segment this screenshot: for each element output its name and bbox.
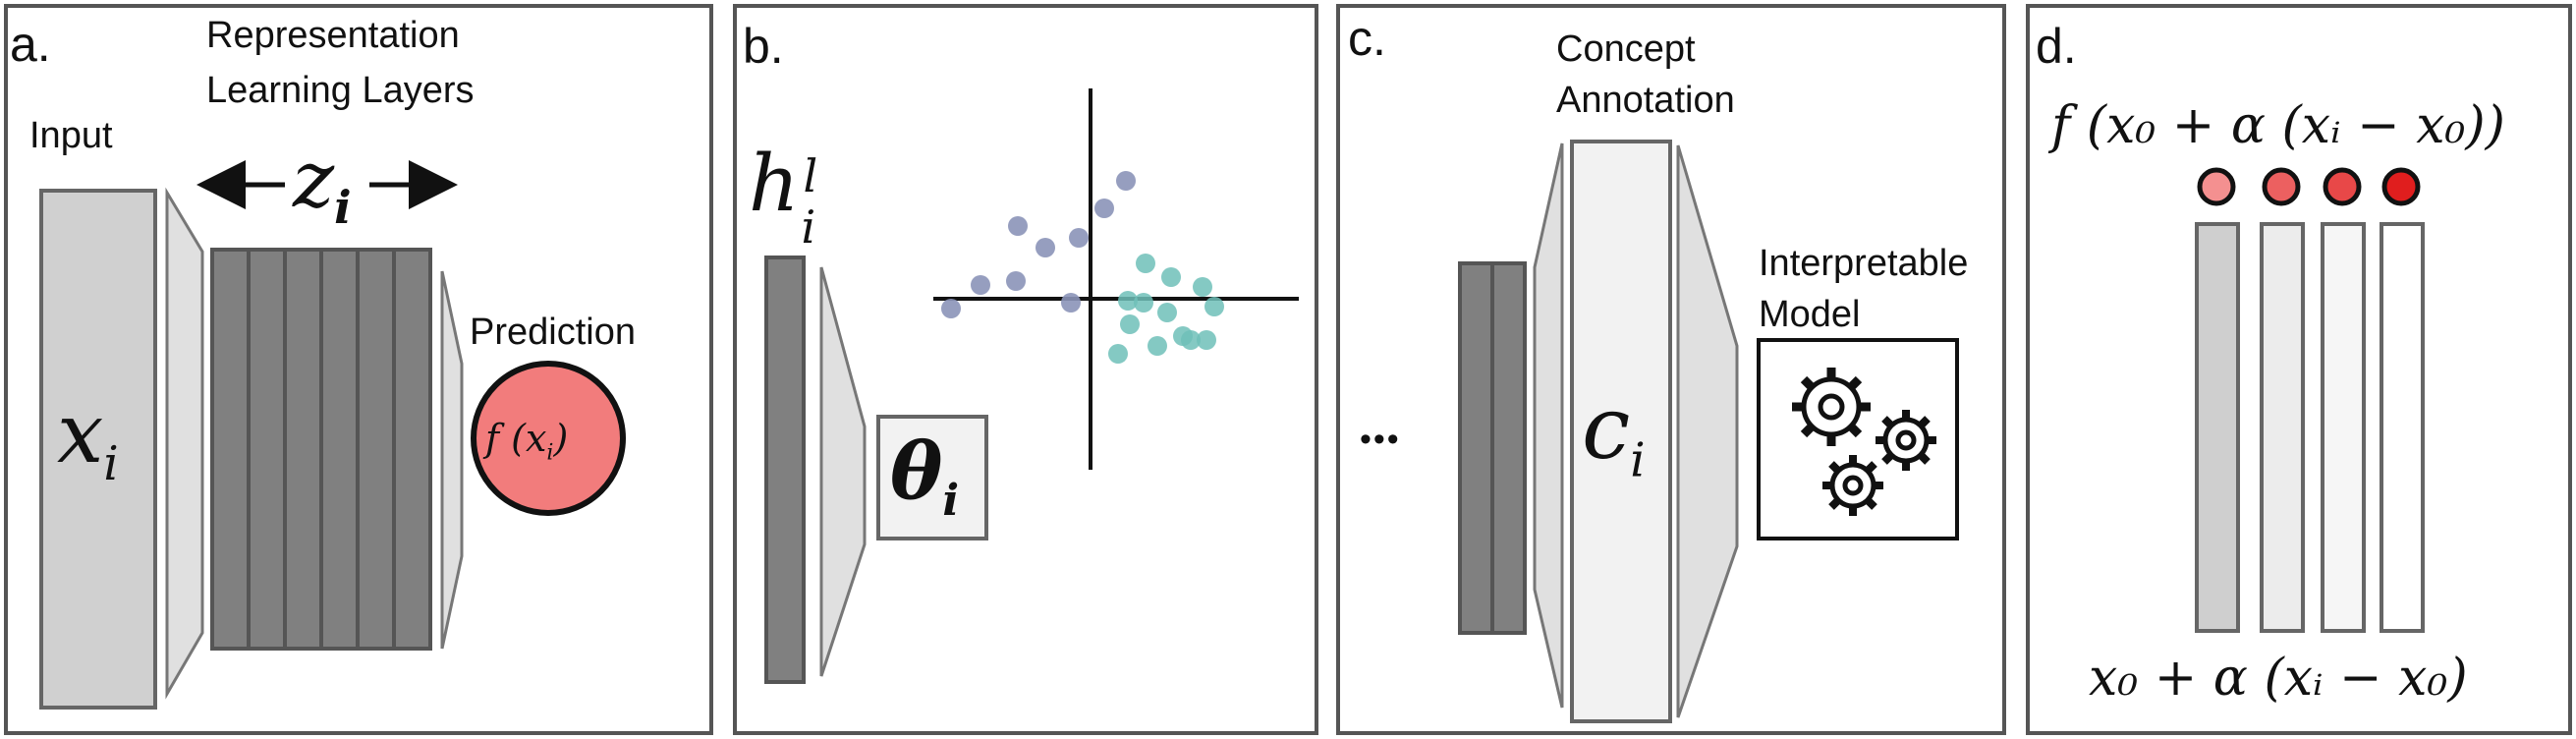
- hidden-layers-c: [1458, 261, 1527, 635]
- h-letter: h: [749, 138, 800, 229]
- prediction-f: f (x: [485, 417, 547, 460]
- representation-layers: [210, 248, 432, 651]
- z-subscript: i: [334, 181, 352, 234]
- hidden-layer-bar: [764, 256, 806, 684]
- output-dot-4: [2381, 167, 2421, 206]
- h-subscript: i: [801, 200, 816, 254]
- theta-box: [876, 415, 988, 540]
- output-trapezoid: [440, 270, 464, 650]
- prediction-circle: [471, 361, 626, 516]
- interpolation-bar-2: [2260, 222, 2305, 633]
- theta-letter: θ: [890, 425, 943, 517]
- interpretable-label-line1: Interpretable: [1759, 243, 1969, 284]
- interpolation-bar-4: [2380, 222, 2425, 633]
- bottom-formula: x₀ + α (xᵢ − x₀): [2089, 649, 2468, 708]
- prediction-sub: i: [546, 440, 554, 466]
- input-trapezoid: [165, 187, 204, 700]
- prediction-label: Prediction: [470, 312, 636, 353]
- input-label: Input: [29, 115, 113, 156]
- theta-trapezoid: [819, 266, 867, 677]
- output-dot-3: [2323, 167, 2362, 206]
- h-superscript: l: [803, 149, 818, 202]
- concept-out-trapezoid: [1676, 144, 1739, 718]
- x-letter: x: [57, 385, 104, 482]
- scatter-cluster-teal: [1108, 254, 1224, 364]
- output-dot-1: [2197, 167, 2236, 206]
- input-block: [39, 189, 157, 710]
- concept-label-line1: Concept: [1556, 28, 1696, 70]
- prediction-formula: f (xi): [485, 417, 568, 476]
- panel-c-letter: c.: [1348, 11, 1386, 66]
- panel-b-letter: b.: [743, 19, 784, 74]
- panel-d-letter: d.: [2036, 19, 2077, 74]
- layers-label-line2: Learning Layers: [206, 70, 475, 111]
- c-subscript: i: [1630, 432, 1646, 488]
- h-symbol: h l i: [749, 138, 829, 255]
- output-dot-2: [2262, 167, 2301, 206]
- gears-icon: [1792, 368, 1936, 516]
- interpretable-label-line2: Model: [1759, 294, 1861, 335]
- x-symbol: xi: [57, 389, 119, 508]
- panel-a-letter: a.: [10, 17, 51, 72]
- prediction-close: ): [553, 417, 569, 460]
- c-symbol: ci: [1582, 381, 1646, 508]
- layers-label-line1: Representation: [206, 15, 460, 56]
- theta-symbol: θi: [890, 426, 959, 545]
- top-formula: f (x₀ + α (xᵢ − x₀)): [2051, 96, 2505, 155]
- theta-subscript: i: [942, 476, 960, 526]
- concept-label-line2: Annotation: [1556, 80, 1735, 121]
- concept-layer: [1570, 140, 1672, 723]
- z-letter: z: [293, 134, 335, 225]
- x-subscript: i: [103, 435, 119, 491]
- interpolation-bar-1: [2195, 222, 2240, 633]
- scatter-cluster-purple: [941, 171, 1136, 318]
- interpolation-bar-3: [2321, 222, 2366, 633]
- z-symbol: zi: [293, 136, 352, 252]
- concept-in-trapezoid: [1533, 142, 1564, 709]
- c-letter: c: [1582, 377, 1631, 479]
- ellipsis: •••: [1360, 421, 1401, 458]
